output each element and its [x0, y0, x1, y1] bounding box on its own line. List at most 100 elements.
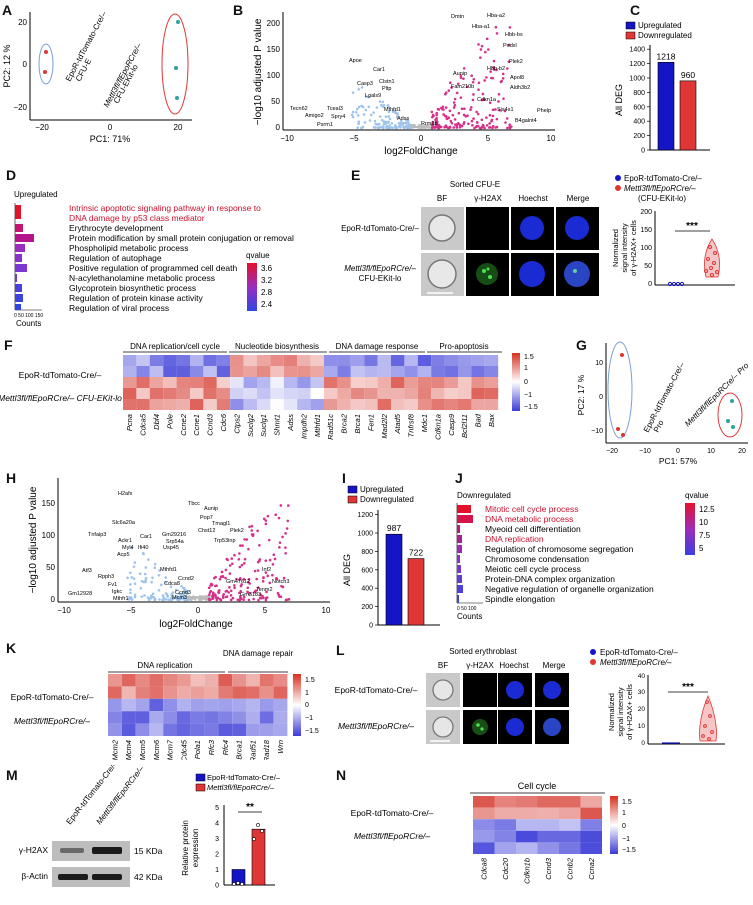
data-point: [245, 538, 249, 541]
data-point: [395, 115, 399, 119]
gene-label: Hbb-bs: [505, 32, 523, 38]
legend-label: Downregulated: [360, 495, 414, 504]
tick-y: 1400: [629, 47, 645, 54]
data-point: [508, 26, 512, 29]
h2ax-image: [466, 207, 509, 250]
data-point: [444, 106, 448, 109]
heatmap-cell: [391, 377, 405, 388]
heatmap-cell: [310, 388, 324, 399]
data-point: [448, 109, 452, 113]
heatmap-cell: [458, 399, 472, 410]
tick-y: 100: [42, 531, 56, 540]
gene-label: Fen1: [366, 414, 375, 431]
gene-label: Spry4: [331, 114, 345, 120]
data-point: [248, 592, 251, 595]
term-label: Regulation of viral process: [69, 303, 169, 313]
size-label: 42 KDa: [134, 872, 163, 882]
data-point: [448, 81, 452, 85]
heatmap-cell: [204, 698, 219, 712]
foci: [480, 727, 484, 731]
heatmap-cell: [283, 377, 298, 388]
heatmap-cell: [473, 807, 495, 820]
tick-y: 150: [267, 45, 281, 54]
col-label: Hoechst: [499, 661, 529, 670]
data-point: [419, 125, 422, 128]
scale-tick: −1.5: [305, 728, 319, 735]
heatmap-cell: [232, 674, 246, 687]
group-label: DNA damage response: [336, 342, 419, 351]
tick-y: 20: [18, 18, 27, 27]
band-label: γ-H2AX: [19, 845, 49, 855]
heatmap-cell: [559, 830, 581, 843]
data-point: [180, 585, 183, 588]
data-point: [444, 115, 448, 118]
col-label: γ-H2AX: [474, 194, 502, 203]
gene-label: Chst12: [198, 528, 215, 534]
gene-label: Cdc20: [501, 857, 510, 880]
heatmap-cell: [163, 698, 177, 712]
data-point: [222, 596, 225, 600]
scale-tick: −1: [524, 392, 532, 399]
data-point: [394, 111, 397, 115]
row-label: EpoR-tdTomato-Cre/–: [341, 224, 419, 233]
data-point: [266, 514, 270, 518]
heatmap-cell: [149, 366, 164, 377]
heatmap-cell: [243, 355, 257, 366]
row-label: EpoR-tdTomato-Cre/–: [351, 808, 434, 818]
data-point: [262, 517, 266, 521]
data-point: [178, 592, 181, 596]
heatmap-cell: [473, 796, 495, 808]
heatmap-cell: [297, 399, 311, 410]
heatmap-cell: [377, 366, 391, 377]
gene-label: Ccnd3: [206, 413, 215, 436]
heatmap-cell: [108, 674, 122, 687]
tick-y: 5: [215, 805, 219, 812]
gene-label: Tnfrsf8: [407, 413, 416, 437]
term-label: Regulation of chromosome segregation: [485, 544, 634, 554]
heatmap-cell: [580, 807, 602, 820]
heatmap-cell: [516, 830, 538, 843]
data-point: [164, 598, 168, 601]
q-tick: 5: [699, 544, 704, 553]
gene-label: Bax: [487, 414, 496, 427]
heatmap-cell: [297, 366, 311, 377]
data-point: [133, 595, 137, 599]
heatmap-cell: [431, 388, 445, 399]
heatmap-cell: [246, 711, 260, 724]
data-point: [140, 579, 144, 583]
data-point: [488, 122, 491, 125]
data-point: [447, 89, 451, 92]
gene-label: Mcm3: [172, 595, 187, 601]
data-point: [130, 576, 134, 579]
heatmap-cell: [283, 366, 298, 377]
data-point: [462, 120, 466, 124]
data-label: 960: [681, 70, 695, 80]
data-point: [508, 123, 511, 127]
heatmap-cell: [458, 377, 472, 388]
chart-subtitle: Downregulated: [457, 491, 511, 500]
data-point: [472, 117, 475, 120]
bar: [457, 525, 460, 533]
y-axis-label: of γ-H2AX+ cells: [629, 220, 638, 276]
nucleus: [519, 261, 545, 287]
gene-label: Usp45: [163, 545, 179, 551]
data-point: [224, 576, 227, 580]
data-point: [217, 591, 220, 594]
q-tick: 2.8: [261, 288, 273, 297]
bar: [15, 294, 23, 302]
heatmap-cell: [121, 723, 136, 736]
data-point: [447, 116, 451, 119]
data-point: [444, 124, 448, 127]
q-tick: 2.4: [261, 300, 273, 309]
heatmap-cell: [270, 399, 284, 410]
heatmap-cell: [516, 796, 538, 808]
bar: [15, 205, 21, 219]
gene-label: Pltp: [382, 86, 391, 92]
data-point: [266, 574, 270, 578]
data-point: [465, 85, 469, 89]
qvalue-colorbar: [685, 503, 695, 555]
heatmap-cell: [337, 377, 351, 388]
heatmap-cell: [310, 399, 324, 410]
heatmap-cell: [494, 807, 516, 820]
cluster-ellipse: [38, 43, 54, 85]
